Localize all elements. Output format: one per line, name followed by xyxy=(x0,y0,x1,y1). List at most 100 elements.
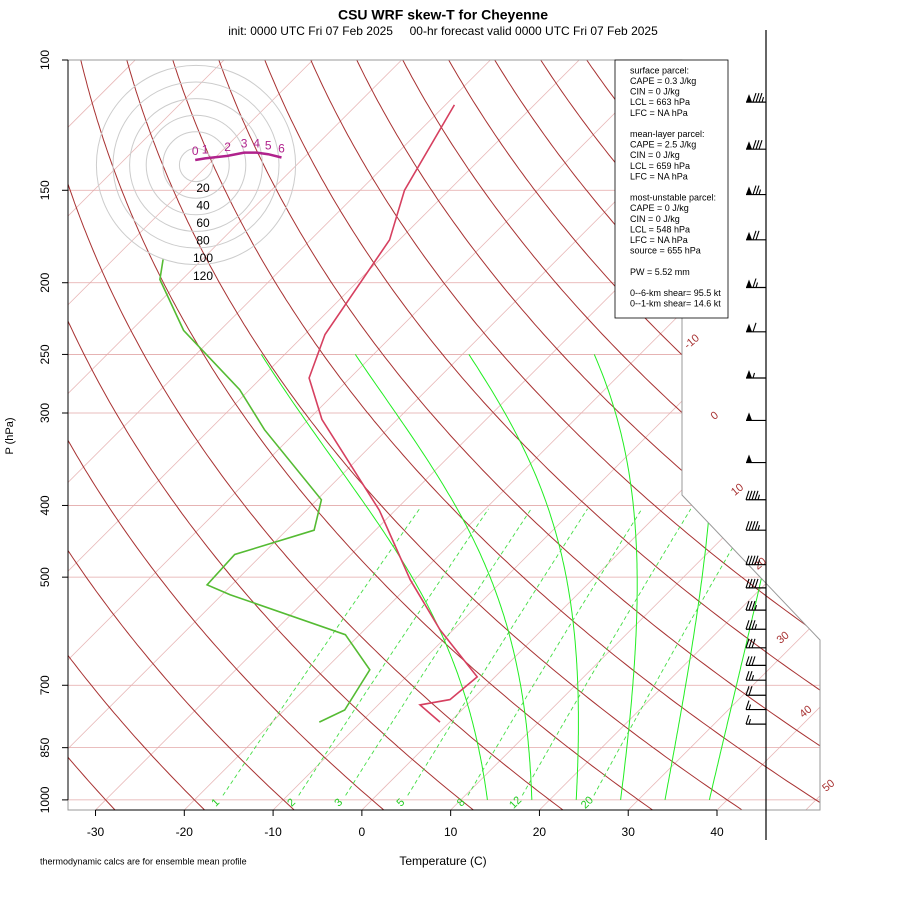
info-line: most-unstable parcel: xyxy=(630,193,716,203)
barb-line xyxy=(745,620,750,630)
barb-line xyxy=(745,700,750,710)
x-tick-label: 20 xyxy=(533,825,547,839)
mixing-ratio-label: 12 xyxy=(507,794,524,811)
info-line: 0--1-km shear= 14.6 kt xyxy=(630,299,721,309)
x-axis-label: Temperature (C) xyxy=(399,854,486,868)
dry-adiabat xyxy=(68,60,385,810)
wind-barb xyxy=(746,92,766,103)
hodograph-ring-label: 120 xyxy=(193,269,213,283)
barb-line xyxy=(748,656,753,666)
wind-barb xyxy=(746,412,766,422)
dry-adiabat xyxy=(68,60,474,810)
barb-line xyxy=(745,686,750,696)
isotherm xyxy=(184,60,820,810)
wind-barb xyxy=(745,620,766,630)
barb-line xyxy=(748,620,753,630)
isotherm xyxy=(272,60,820,810)
background-lines xyxy=(68,60,820,810)
mixing-ratio-line xyxy=(407,508,588,796)
hodograph-trace xyxy=(195,151,282,162)
wind-barb xyxy=(746,185,766,196)
info-line: CIN = 0 J/kg xyxy=(630,214,680,224)
barb-line xyxy=(752,278,757,288)
wind-barb xyxy=(745,555,766,566)
barb-half xyxy=(754,604,758,611)
y-tick-label: 400 xyxy=(38,495,52,515)
barb-line xyxy=(751,521,756,531)
profile-line xyxy=(159,259,371,723)
hodograph-ring-label: 80 xyxy=(196,234,210,248)
hodograph-km-label: 0 xyxy=(192,144,199,158)
barb-line xyxy=(758,140,763,150)
hodograph-ring-label: 100 xyxy=(193,251,213,265)
barb-line xyxy=(755,92,760,103)
chart-subtitle: init: 0000 UTC Fri 07 Feb 2025 00-hr for… xyxy=(228,24,658,38)
y-tick-label: 700 xyxy=(38,675,52,695)
dry-adiabat xyxy=(310,60,820,810)
barb-line xyxy=(754,578,759,589)
chart-title: CSU WRF skew-T for Cheyenne xyxy=(338,7,548,23)
dry-adiabat xyxy=(68,60,116,810)
wind-barb xyxy=(745,686,766,696)
footnote: thermodynamic calcs are for ensemble mea… xyxy=(40,856,247,866)
barb-line xyxy=(745,521,750,531)
barb-line xyxy=(751,600,756,611)
isotherm-label: 10 xyxy=(729,481,746,498)
info-line: LFC = NA hPa xyxy=(630,171,688,181)
moist-adiabat xyxy=(260,354,488,800)
info-line: LFC = NA hPa xyxy=(630,235,688,245)
y-tick-label: 300 xyxy=(38,403,52,423)
mixing-ratio-line xyxy=(298,508,489,796)
wind-barb xyxy=(746,278,766,289)
wind-barb xyxy=(746,230,766,241)
barb-pennant xyxy=(746,454,752,463)
y-tick-label: 200 xyxy=(38,272,52,292)
barb-half xyxy=(757,494,761,500)
barb-line xyxy=(752,322,757,332)
barb-half xyxy=(752,372,756,379)
moist-adiabat xyxy=(468,354,579,800)
y-tick-label: 150 xyxy=(38,180,52,200)
barb-pennant xyxy=(746,279,752,288)
y-tick-label: 850 xyxy=(38,737,52,757)
barb-half xyxy=(748,718,752,725)
barb-line xyxy=(745,656,750,666)
dry-adiabat xyxy=(80,60,653,810)
mixing-ratio-line xyxy=(345,508,532,796)
isotherm xyxy=(68,60,314,810)
hodograph-ring-label: 40 xyxy=(196,198,210,212)
mixing-ratio-label: 8 xyxy=(455,796,468,809)
dry-adiabat xyxy=(68,60,295,810)
y-tick-label: 250 xyxy=(38,344,52,364)
mixing-ratio-label: 1 xyxy=(209,796,222,809)
barb-half xyxy=(758,189,762,195)
barb-half xyxy=(757,525,761,531)
barb-line xyxy=(754,555,759,565)
barb-line xyxy=(751,578,756,589)
barb-line xyxy=(751,638,756,648)
barb-line xyxy=(755,185,760,195)
moist-adiabat xyxy=(593,354,638,800)
info-line: CAPE = 2.5 J/kg xyxy=(630,140,696,150)
hodograph-ring-label: 60 xyxy=(196,216,210,230)
x-tick-label: 0 xyxy=(359,825,366,839)
y-tick-label: 100 xyxy=(38,50,52,70)
barb-line xyxy=(748,686,753,696)
info-line: CAPE = 0.3 J/kg xyxy=(630,76,696,86)
hodograph-km-label: 3 xyxy=(241,137,248,151)
barb-line xyxy=(745,671,750,681)
barb-line xyxy=(745,578,750,589)
barb-line xyxy=(751,656,756,666)
x-tick-label: 10 xyxy=(444,825,458,839)
hodograph-km-label: 2 xyxy=(224,140,231,154)
mixing-ratio-line xyxy=(593,508,756,796)
isotherm xyxy=(68,60,580,810)
isotherm-label: 0 xyxy=(709,409,721,422)
isotherm xyxy=(68,60,491,810)
barb-pennant xyxy=(746,186,752,195)
profile-line xyxy=(308,104,479,723)
barb-pennant xyxy=(746,412,752,421)
hodograph-km-label: 1 xyxy=(202,143,209,157)
wind-barb xyxy=(745,638,766,649)
